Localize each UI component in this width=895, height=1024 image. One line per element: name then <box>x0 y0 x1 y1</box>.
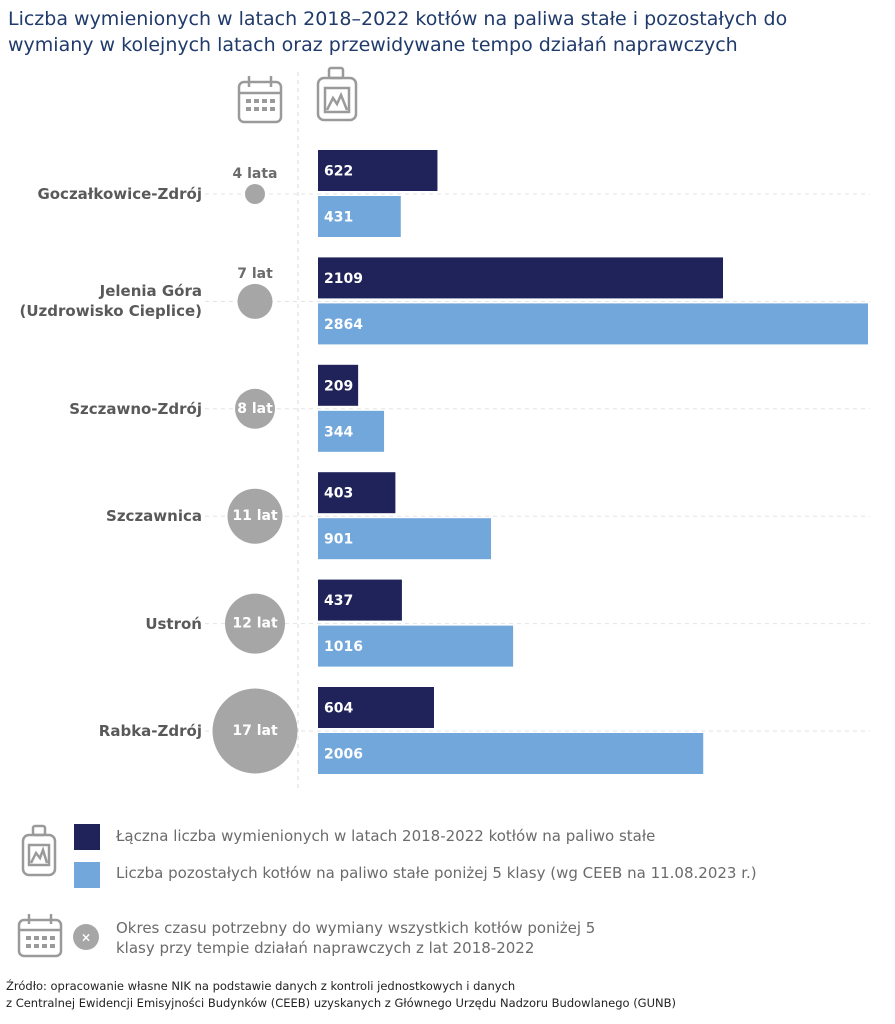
bar-value-label: 209 <box>324 378 353 394</box>
duration-label: 12 lat <box>232 616 278 632</box>
bar-value-label: 403 <box>324 486 353 502</box>
bar-value-label: 2109 <box>324 271 363 287</box>
category-label: Jelenia Góra (Uzdrowisko Cieplice) <box>19 282 203 321</box>
bar-value-label: 622 <box>324 164 353 180</box>
duration-label: 4 lata <box>232 166 277 182</box>
category-label: Szczawno-Zdrój <box>69 399 202 418</box>
duration-label: 7 lat <box>237 266 273 282</box>
duration-label: 17 lat <box>232 723 278 739</box>
duration-circle <box>235 388 275 429</box>
legend-stove-icon <box>21 824 57 877</box>
duration-label: 8 lat <box>237 401 273 417</box>
bar <box>318 518 492 560</box>
duration-circle <box>212 688 298 774</box>
legend-swatch <box>74 862 100 888</box>
calendar-icon <box>237 76 283 124</box>
bar <box>318 150 438 191</box>
bar <box>318 196 401 237</box>
bar-value-label: 2006 <box>324 747 363 763</box>
chart-title: Liczba wymienionych w latach 2018–2022 k… <box>8 8 788 56</box>
legend-swatch <box>74 824 100 850</box>
bar <box>318 733 704 774</box>
legend-swatch <box>73 924 99 950</box>
bar-value-label: 431 <box>324 210 353 226</box>
bar-value-label: 604 <box>324 701 353 717</box>
category-label: Ustroń <box>145 614 202 633</box>
source-note: Źródło: opracowanie własne NIK na podsta… <box>6 979 676 1010</box>
bar <box>318 579 402 621</box>
bar <box>318 625 514 667</box>
legend-label: Okres czasu potrzebny do wymiany wszystk… <box>116 919 596 957</box>
bar <box>318 303 868 345</box>
bar <box>318 364 359 406</box>
bar <box>318 687 434 728</box>
stove-icon <box>316 66 358 122</box>
bar <box>318 410 385 452</box>
duration-label: 11 lat <box>232 508 278 524</box>
bar <box>318 472 396 514</box>
duration-circle <box>227 488 283 544</box>
duration-circle <box>237 283 273 319</box>
bar <box>318 257 724 299</box>
bar-value-label: 1016 <box>324 639 363 655</box>
category-label: Goczałkowice-Zdrój <box>37 185 202 203</box>
bar-value-label: 344 <box>324 424 353 440</box>
bar-value-label: 437 <box>324 593 353 609</box>
category-label: Szczawnica <box>106 507 202 526</box>
category-label: Rabka-Zdrój <box>98 722 202 740</box>
legend-label: Łączna liczba wymienionych w latach 2018… <box>116 827 656 845</box>
duration-circle <box>225 593 285 654</box>
legend-calendar-icon <box>17 914 63 958</box>
legend-label: Liczba pozostałych kotłów na paliwo stał… <box>116 864 757 882</box>
legend-x: × <box>81 931 91 945</box>
bar-value-label: 901 <box>324 532 353 548</box>
bar-value-label: 2864 <box>324 317 363 333</box>
duration-circle <box>245 184 265 204</box>
